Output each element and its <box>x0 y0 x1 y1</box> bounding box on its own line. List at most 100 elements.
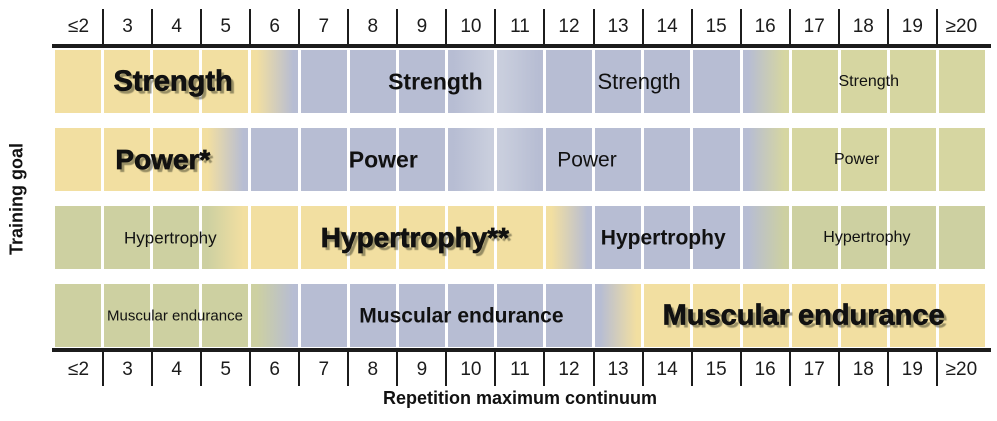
band-cell <box>493 50 544 113</box>
band-cell <box>150 284 200 347</box>
axis-tick-label: 17 <box>788 9 838 44</box>
band-cell <box>346 206 396 269</box>
axis-tick-label: 18 <box>837 9 887 44</box>
band-cell <box>592 206 642 269</box>
band-cell <box>199 128 249 191</box>
bottom-axis-line <box>52 348 991 352</box>
band-cell <box>346 128 396 191</box>
band-cell <box>346 50 396 113</box>
band-cell <box>297 284 347 347</box>
goal-label: Muscular endurance <box>359 304 564 327</box>
axis-tick-label: 7 <box>298 9 347 44</box>
goal-label: Power <box>833 150 880 168</box>
band-cell <box>592 128 642 191</box>
axis-tick-label: 5 <box>200 9 249 44</box>
band-cell <box>935 284 986 347</box>
band-cell <box>199 50 249 113</box>
band-cells <box>55 284 986 347</box>
axis-tick-label: 6 <box>249 9 298 44</box>
band-cells <box>55 128 986 191</box>
goal-label: Power <box>557 148 617 171</box>
top-axis-line <box>52 44 991 48</box>
axis-tick-label: 11 <box>494 352 543 386</box>
band-cell <box>55 128 102 191</box>
band-cell <box>150 128 200 191</box>
axis-tick-label: 17 <box>788 352 838 386</box>
axis-tick-label: 13 <box>592 352 642 386</box>
band-cell <box>690 50 740 113</box>
band-cell <box>788 50 838 113</box>
band-cell <box>837 206 887 269</box>
axis-tick-label: ≥20 <box>935 352 985 386</box>
band-cell <box>837 128 887 191</box>
axis-tick-label: 10 <box>445 352 494 386</box>
y-axis-title: Training goal <box>6 142 27 256</box>
band-cell <box>837 50 887 113</box>
band-cell <box>395 284 445 347</box>
band-cell <box>739 50 789 113</box>
band-strength: Strength Strength Strength Strength <box>55 50 986 113</box>
axis-tick-label: 18 <box>837 352 887 386</box>
axis-tick-label: 9 <box>396 352 445 386</box>
band-cell <box>493 284 544 347</box>
band-cell <box>297 50 347 113</box>
axis-tick-label: 10 <box>445 9 494 44</box>
band-cell <box>248 50 298 113</box>
goal-label: Muscular endurance <box>662 299 945 331</box>
band-cell <box>592 284 642 347</box>
axis-tick-label: 8 <box>347 9 396 44</box>
axis-tick-label: 3 <box>102 352 151 386</box>
axis-tick-label: 16 <box>739 352 789 386</box>
band-cell <box>788 206 838 269</box>
band-cell <box>150 206 200 269</box>
band-cell <box>346 284 396 347</box>
axis-tick-label: 4 <box>151 352 200 386</box>
band-cell <box>493 206 544 269</box>
axis-tick-label: 13 <box>592 9 642 44</box>
axis-tick-label: ≤2 <box>68 358 90 380</box>
band-cell <box>101 50 151 113</box>
axis-tick-label: 12 <box>543 352 592 386</box>
axis-tick-label: 15 <box>690 9 740 44</box>
axis-tick-label: ≥20 <box>935 9 985 44</box>
x-axis-bottom: ≤2 3 4 5 6 7 8 9 10 11 12 13 14 15 16 17 18 19 ≥20 <box>55 352 985 386</box>
axis-tick-label: 7 <box>298 352 347 386</box>
band-cell <box>395 50 445 113</box>
band-cell <box>886 50 936 113</box>
band-cell <box>444 206 494 269</box>
goal-label: Power* <box>115 143 211 175</box>
goal-label: Strength <box>597 68 681 94</box>
band-cell <box>150 50 200 113</box>
band-cell <box>641 284 691 347</box>
band-cell <box>395 128 445 191</box>
goal-label: Power <box>348 146 418 172</box>
band-cell <box>886 284 936 347</box>
chart-area: ≤2 3 4 5 6 7 8 9 10 11 12 13 14 15 16 17 18 19 ≥20 Strengt… <box>52 0 991 421</box>
axis-tick-label: 12 <box>543 9 592 44</box>
band-cell <box>297 206 347 269</box>
axis-tick-label: 19 <box>886 352 936 386</box>
axis-tick-label: 19 <box>886 9 936 44</box>
band-cell <box>55 284 102 347</box>
band-cell <box>248 206 298 269</box>
band-cell <box>739 206 789 269</box>
band-cell <box>444 284 494 347</box>
band-cell <box>543 206 593 269</box>
band-cell <box>886 128 936 191</box>
axis-tick-label: 6 <box>249 352 298 386</box>
band-cell <box>543 50 593 113</box>
axis-tick-label: ≤2 <box>68 16 90 37</box>
band-cell <box>739 284 789 347</box>
band-power: Power* Power Power Power <box>55 128 986 191</box>
axis-tick-label: 11 <box>494 9 543 44</box>
axis-tick-label: 4 <box>151 9 200 44</box>
x-axis-top: ≤2 3 4 5 6 7 8 9 10 11 12 13 14 15 16 17 18 19 ≥20 <box>55 9 985 44</box>
band-cell <box>55 206 102 269</box>
goal-label: Strength <box>388 68 483 94</box>
band-muscular-endurance: Muscular endurance Muscular endurance Musc… <box>55 284 986 347</box>
axis-tick-label: 8 <box>347 352 396 386</box>
goal-label: Hypertrophy <box>124 228 217 247</box>
band-cell <box>395 206 445 269</box>
band-cell <box>641 50 691 113</box>
